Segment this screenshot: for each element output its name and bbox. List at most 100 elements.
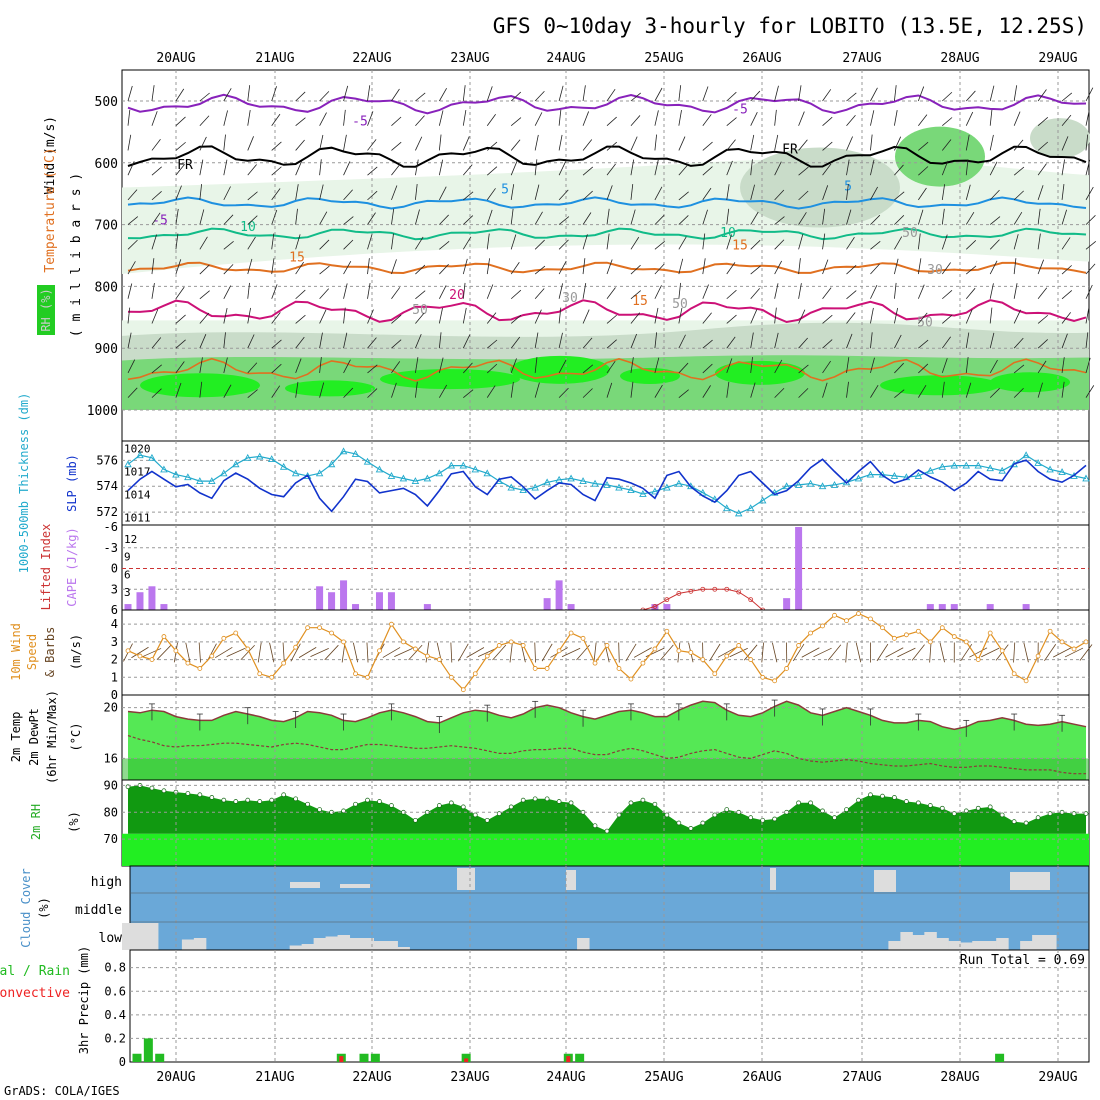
- wind-barb: [367, 190, 378, 201]
- wind-barb: [1085, 87, 1094, 102]
- thickness-point: [363, 457, 372, 465]
- wind10m-speed-point: [137, 653, 143, 659]
- wind-barb: [367, 364, 378, 374]
- top-date-label: 24AUG: [546, 51, 585, 66]
- wind-barb: [846, 381, 849, 398]
- wind-barb: [1013, 258, 1017, 275]
- wind-barb: [343, 109, 346, 126]
- wind-barb: [798, 111, 805, 126]
- wind-barb: [558, 283, 563, 299]
- lifted-tick-label: -6: [104, 520, 118, 534]
- wind-barb: [870, 384, 879, 398]
- wind-barb: [989, 332, 995, 349]
- wind-barb: [175, 259, 182, 275]
- wind10m-barb: [131, 646, 149, 659]
- wind-barb: [965, 134, 970, 151]
- rh2m-point: [197, 792, 203, 798]
- wind10m-speed-point: [484, 653, 490, 659]
- wind-barb: [918, 312, 928, 324]
- wind-barb: [295, 161, 303, 176]
- wind10m-barb: [408, 644, 423, 661]
- wind-barb: [870, 241, 881, 250]
- wind-barb: [726, 139, 736, 151]
- wind10m-speed-point: [808, 630, 813, 636]
- lifted-index-point: [724, 586, 730, 592]
- wind-barb: [558, 134, 563, 151]
- wind-barb: [438, 134, 442, 151]
- wind-barb: [223, 357, 228, 374]
- wind-barb: [534, 309, 542, 324]
- thickness-point: [136, 451, 144, 459]
- wind10m-barb: [981, 647, 1000, 658]
- thickness-point: [627, 486, 635, 494]
- wind-barb: [965, 287, 976, 300]
- cloud-low-bar: [289, 945, 303, 950]
- wind-barb: [1061, 290, 1073, 300]
- cape-tick-label: 6: [124, 568, 131, 581]
- pressure-tick-label: 700: [95, 219, 118, 234]
- wind-barb: [702, 312, 712, 324]
- wind-barb: [223, 214, 234, 225]
- wind10m-speed-point: [197, 666, 203, 671]
- wind-barb: [151, 85, 155, 102]
- wind-barb: [582, 212, 592, 225]
- isotherm-20: [127, 299, 1087, 324]
- wind-barb: [750, 309, 758, 324]
- wind-barb: [199, 264, 210, 275]
- wind10m-tick-label: 4: [111, 617, 118, 631]
- thickness-point: [663, 483, 671, 491]
- wind-barb: [391, 382, 397, 398]
- wind10m-barb: [761, 642, 764, 663]
- wind-barb: [941, 208, 945, 225]
- thickness-point: [675, 479, 683, 487]
- wind10m-speed-point: [832, 612, 837, 618]
- wind10m-speed-point: [748, 657, 754, 662]
- rh2m-point: [987, 804, 993, 810]
- wind10m-speed-point: [676, 648, 682, 654]
- rh2m-point: [472, 812, 478, 818]
- wind-barb: [486, 312, 497, 324]
- wind-barb: [702, 258, 706, 275]
- wind10m-label1: 10m Wind: [9, 623, 23, 681]
- wind10m-speed-point: [508, 639, 514, 645]
- rh2m-point: [688, 826, 694, 831]
- wind-barb: [415, 115, 425, 126]
- wind10m-panel: 4 3 2 1 0 10m Wind Speed & Barbs (m/s): [9, 609, 1093, 702]
- rh2m-point: [508, 804, 514, 810]
- slp-tick-label: 1014: [124, 488, 151, 501]
- thickness-slp-panel: 576 574 572 1020 1017 1014 1011 1000-500mb Thi…: [17, 393, 1090, 573]
- wind-barb: [702, 114, 712, 126]
- cloud-bars: [122, 868, 1057, 950]
- wind10m-speed-point: [951, 634, 957, 639]
- lifted-index-label: Lifted Index: [39, 524, 53, 611]
- wind-barb: [1061, 357, 1065, 373]
- wind10m-speed-point: [820, 623, 825, 629]
- wind10m-barb: [394, 647, 413, 658]
- wind-barb: [798, 283, 802, 299]
- wind10m-speed-point: [1083, 639, 1089, 645]
- wind10m-barb: [827, 644, 842, 661]
- wind-barb: [367, 139, 377, 151]
- wind-barb: [965, 382, 972, 398]
- wind-barb: [750, 184, 755, 200]
- wind-barb: [175, 88, 185, 102]
- wind-barb: [463, 215, 474, 225]
- wind-barb: [223, 264, 234, 275]
- wind-barb: [127, 307, 131, 324]
- wind-barb: [894, 85, 897, 102]
- wind-barb: [726, 262, 736, 275]
- wind-barb: [463, 389, 474, 398]
- wind-barb: [175, 314, 186, 324]
- wind-barb: [151, 138, 161, 151]
- rh-blob-mid: [1030, 118, 1090, 159]
- wind-barb: [942, 91, 953, 102]
- thickness-point: [890, 471, 899, 479]
- wind-barb: [1085, 240, 1097, 250]
- wind-barb: [271, 166, 282, 176]
- rh2m-point: [520, 797, 526, 803]
- isotherm-freezing: [127, 145, 1087, 168]
- wind-barb: [439, 263, 449, 275]
- cloud-high-bar: [874, 870, 896, 892]
- wind10m-speed-point: [556, 648, 562, 654]
- thickness-point: [232, 460, 240, 468]
